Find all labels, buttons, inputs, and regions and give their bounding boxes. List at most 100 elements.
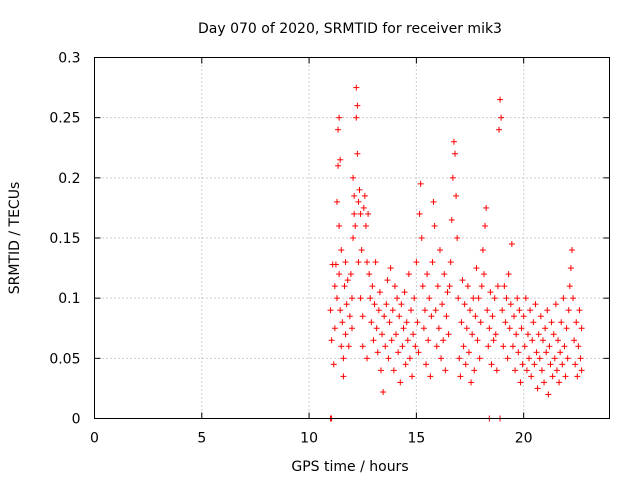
data-point (361, 192, 368, 199)
x-tick-label: 5 (197, 431, 206, 447)
data-point (336, 222, 343, 229)
data-point (519, 361, 526, 368)
x-tick-label: 10 (300, 431, 318, 447)
data-point (544, 307, 551, 314)
data-point (453, 192, 460, 199)
data-point (473, 265, 480, 272)
data-point (499, 307, 506, 314)
data-point (335, 162, 342, 169)
data-point (401, 289, 408, 296)
data-point (411, 295, 418, 302)
data-point (434, 283, 441, 290)
data-point (387, 265, 394, 272)
data-point (491, 295, 498, 302)
data-point (336, 271, 343, 278)
data-point (382, 343, 389, 350)
data-point (548, 319, 555, 326)
data-point (461, 301, 468, 308)
data-point (355, 198, 362, 205)
data-point (517, 379, 524, 386)
data-point (479, 247, 486, 254)
data-point (342, 259, 349, 266)
data-point (330, 361, 337, 368)
data-point (327, 307, 334, 314)
data-point (355, 259, 362, 266)
data-point (559, 361, 566, 368)
data-point (485, 343, 492, 350)
y-axis-label: SRMTID / TECUs (7, 182, 23, 295)
data-point (567, 265, 574, 272)
data-point (447, 259, 454, 266)
data-point (366, 271, 373, 278)
data-point (533, 349, 540, 356)
data-point (541, 379, 548, 386)
y-tick-label: 0.05 (49, 351, 80, 367)
data-point (359, 343, 366, 350)
data-point (465, 349, 472, 356)
data-point (359, 313, 366, 320)
data-point (339, 319, 346, 326)
data-point (349, 295, 355, 302)
data-point (460, 343, 467, 350)
data-point (374, 349, 381, 356)
data-point (328, 337, 335, 344)
data-point (505, 271, 512, 278)
data-point (529, 337, 536, 344)
data-point (442, 367, 449, 374)
data-point (331, 325, 338, 332)
y-tick-label: 0.3 (58, 51, 80, 67)
data-point (578, 367, 585, 374)
data-point (486, 325, 493, 332)
data-points (327, 84, 585, 422)
data-point (484, 307, 491, 314)
data-point (391, 283, 398, 290)
data-point (341, 283, 348, 290)
data-point (565, 307, 572, 314)
data-point (370, 337, 377, 344)
data-point (487, 289, 494, 296)
data-point (450, 138, 457, 145)
data-point (521, 343, 528, 350)
data-point (424, 271, 431, 278)
data-point (373, 325, 380, 332)
data-point (449, 174, 456, 181)
data-point (353, 84, 360, 91)
data-point (514, 295, 521, 302)
data-point (557, 349, 564, 356)
data-point (477, 319, 484, 326)
data-point (410, 331, 417, 338)
data-point (392, 331, 399, 338)
data-point (508, 241, 515, 248)
data-point (463, 325, 470, 332)
data-point (444, 289, 451, 296)
data-point (354, 102, 361, 109)
data-point (350, 174, 357, 181)
data-point (494, 283, 501, 290)
data-point (445, 331, 452, 338)
data-point (512, 367, 519, 374)
data-point (497, 96, 504, 103)
y-tick-label: 0.25 (49, 111, 80, 127)
data-point (389, 307, 396, 314)
data-point (495, 126, 502, 133)
data-point (414, 319, 421, 326)
data-point (399, 343, 406, 350)
data-point (552, 301, 559, 308)
data-point (454, 235, 461, 241)
data-point (421, 307, 428, 314)
data-point (468, 379, 475, 386)
data-point (335, 126, 342, 133)
data-point (337, 156, 344, 163)
data-point (464, 283, 471, 290)
data-point (462, 361, 469, 368)
data-point (439, 301, 446, 308)
data-point (555, 337, 561, 344)
data-point (362, 222, 369, 229)
data-point (351, 192, 358, 199)
data-point (343, 301, 350, 308)
data-point (403, 319, 410, 326)
data-point (332, 261, 339, 268)
data-point (333, 198, 340, 205)
data-point (428, 313, 435, 320)
